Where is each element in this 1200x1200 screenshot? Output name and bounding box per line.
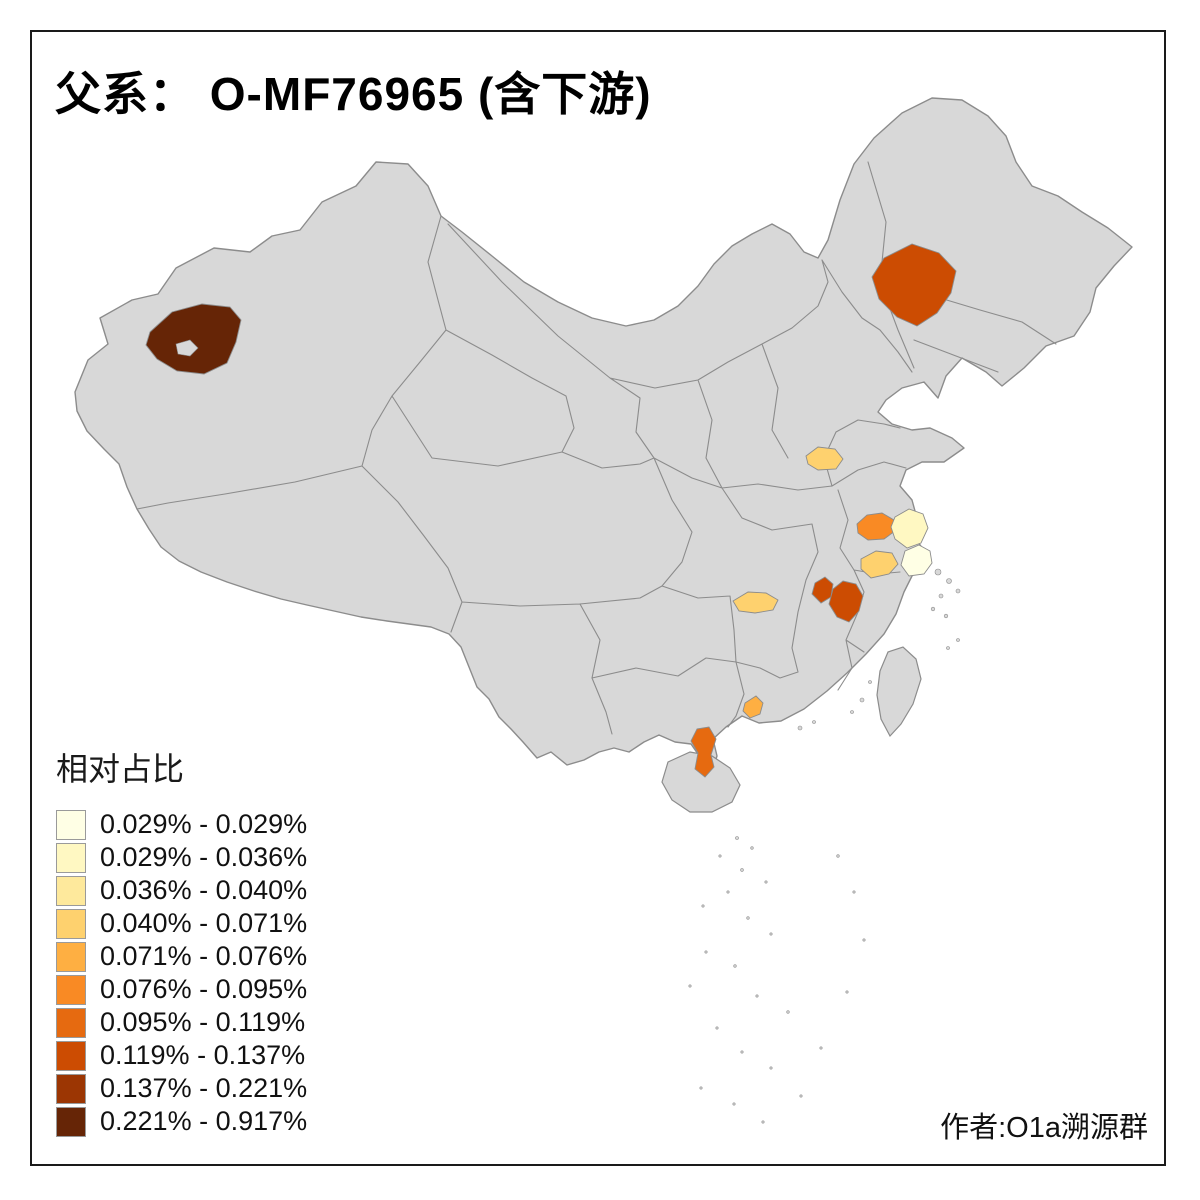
legend-swatch [56,974,86,1005]
region-north-jiangxi [828,580,864,623]
legend-swatch [56,1040,86,1071]
legend-swatch [56,875,86,906]
legend-swatch [56,1007,86,1038]
legend-swatch [56,809,86,840]
legend-swatch [56,1106,86,1137]
region-coastal-shanghai [900,544,933,577]
legend-swatch [56,908,86,939]
region-hunan-prefecture [732,591,779,614]
legend-label: 0.071% - 0.076% [100,941,308,971]
mainland-china-outline [74,97,1133,775]
region-guangdong-prefecture [742,695,764,719]
legend-title: 相对占比 [56,751,185,787]
legend-swatch [56,1073,86,1104]
legend-item: 0.036% - 0.040% [56,874,307,907]
legend-label: 0.221% - 0.917% [100,1106,308,1136]
legend-label: 0.036% - 0.040% [100,875,308,905]
region-coastal-jiangsu-north [890,508,929,549]
legend-item: 0.095% - 0.119% [56,1006,307,1039]
legend-label: 0.029% - 0.029% [100,809,308,839]
region-kashgar-xinjiang [145,303,242,375]
author-credit: 作者:O1a溯源群 [940,1112,1148,1144]
legend-item: 0.076% - 0.095% [56,973,307,1006]
highlighted-prefectures [145,243,957,778]
legend-label: 0.040% - 0.071% [100,908,308,938]
legend-swatch [56,941,86,972]
legend-label: 0.076% - 0.095% [100,974,308,1004]
region-north-jiangsu [805,446,844,471]
map-title: 父系： O-MF76965 (含下游) [55,68,652,120]
legend-item: 0.071% - 0.076% [56,940,307,973]
kashgar-enclave [175,339,199,357]
legend-label: 0.095% - 0.119% [100,1007,306,1037]
legend-item: 0.029% - 0.029% [56,808,307,841]
region-leizhou-guangdong [690,726,717,778]
legend-item: 0.221% - 0.917% [56,1105,307,1138]
legend-item: 0.040% - 0.071% [56,907,307,940]
legend-label: 0.119% - 0.137% [100,1040,306,1070]
legend-label: 0.137% - 0.221% [100,1073,308,1103]
small-islands [688,568,961,1124]
legend: 相对占比 0.029% - 0.029% 0.029% - 0.036% 0.036… [56,744,307,1138]
region-northeast-heilongjiang [871,243,957,327]
legend-item: 0.119% - 0.137% [56,1039,307,1072]
legend-items: 0.029% - 0.029% 0.029% - 0.036% 0.036% - 0… [56,808,307,1138]
legend-item: 0.029% - 0.036% [56,841,307,874]
taiwan-island [876,646,922,738]
legend-swatch [56,842,86,873]
legend-item: 0.137% - 0.221% [56,1072,307,1105]
legend-label: 0.029% - 0.036% [100,842,308,872]
region-south-jiangsu [860,550,899,579]
